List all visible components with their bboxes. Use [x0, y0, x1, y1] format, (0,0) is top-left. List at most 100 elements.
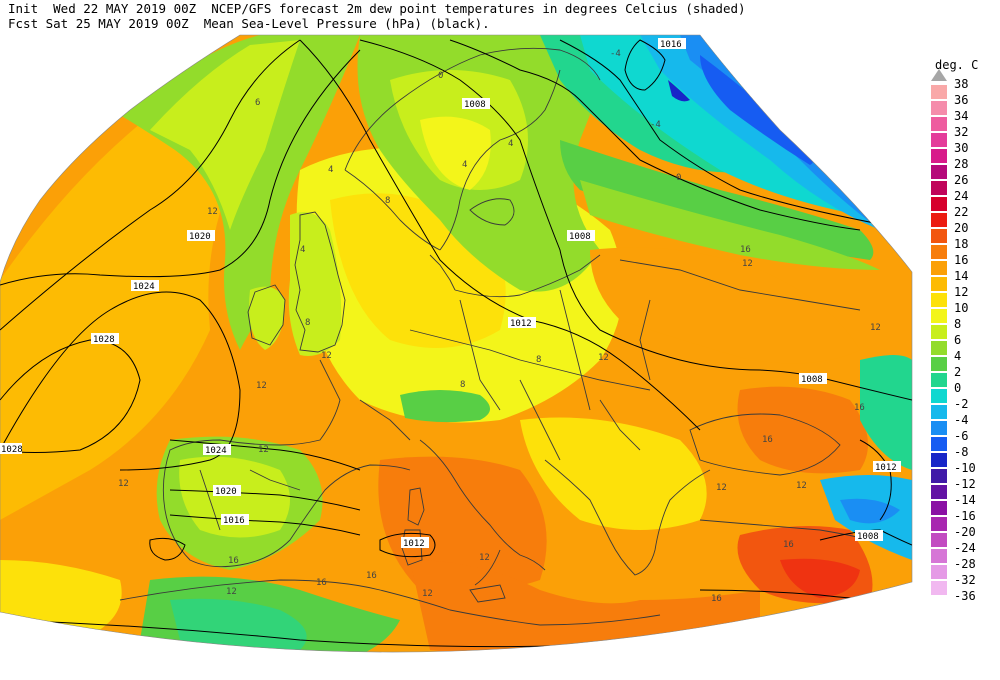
forecast-time: Fcst Sat 25 MAY 2019 00Z [8, 16, 189, 31]
isobar-label: 1016 [223, 516, 245, 526]
header-line-2: Fcst Sat 25 MAY 2019 00Z Mean Sea-Level … [8, 17, 490, 31]
colorbar-label: -28 [954, 557, 976, 571]
colorbar-label: 4 [954, 349, 962, 363]
colorbar-swatch [931, 533, 947, 547]
colorbar-label: -12 [954, 477, 976, 491]
dewpoint-label: 12 [118, 479, 129, 489]
colorbar-label: 8 [954, 317, 962, 331]
colorbar-swatch [931, 181, 947, 195]
colorbar-swatch [931, 277, 947, 291]
dewpoint-label: 16 [228, 556, 239, 566]
dewpoint-label: 4 [328, 165, 333, 175]
colorbar-swatch [931, 149, 947, 163]
dewpoint-label: 6 [255, 98, 260, 108]
colorbar-swatch [931, 373, 947, 387]
colorbar-swatch [931, 117, 947, 131]
colorbar-swatch [931, 85, 947, 99]
colorbar-swatch [931, 565, 947, 579]
dewpoint-labels: 0 4 4 4 6 8 12 12 8 12 12 12 16 16 12 12… [118, 49, 881, 604]
dewpoint-label: 8 [305, 318, 310, 328]
dewpoint-label: 4 [462, 160, 467, 170]
dewpoint-label: 12 [256, 381, 267, 391]
dewpoint-label: 12 [321, 351, 332, 361]
colorbar-label: 28 [954, 157, 969, 171]
dewpoint-label: 16 [740, 245, 751, 255]
colorbar-swatch [931, 453, 947, 467]
colorbar-label: 32 [954, 125, 969, 139]
dewpoint-label: 16 [366, 571, 377, 581]
isobar-label: 1008 [801, 375, 823, 385]
colorbar-label: 18 [954, 237, 969, 251]
colorbar-swatch [931, 549, 947, 563]
dewpoint-label: 16 [316, 578, 327, 588]
isobar-labels: 1016 1008 1008 1020 1024 1028 1028 1012 … [0, 38, 901, 549]
colorbar-swatch [931, 501, 947, 515]
colorbar-label: -24 [954, 541, 976, 555]
dewpoint-label: 12 [796, 481, 807, 491]
pressure-description: Mean Sea-Level Pressure (hPa) (black). [203, 16, 490, 31]
colorbar-label: -16 [954, 509, 976, 523]
colorbar-label: -14 [954, 493, 976, 507]
dewpoint-label: -4 [610, 49, 621, 59]
colorbar-swatch [931, 165, 947, 179]
colorbar-label: -36 [954, 589, 976, 603]
dewpoint-label: 0 [438, 71, 443, 81]
isobar-label: 1024 [205, 446, 227, 456]
colorbar-swatch [931, 421, 947, 435]
isobar-label: 1016 [660, 40, 682, 50]
colorbar-swatch [931, 517, 947, 531]
colorbar-label: -2 [954, 397, 969, 411]
dewpoint-label: 16 [762, 435, 773, 445]
dewpoint-label: 12 [598, 353, 609, 363]
init-time: Init Wed 22 MAY 2019 00Z [8, 1, 197, 16]
isobar-label: 1008 [464, 100, 486, 110]
coastlines [119, 47, 871, 626]
isobar-label: 1020 [189, 232, 211, 242]
colorbar-label: 14 [954, 269, 969, 283]
isobar-label: 1012 [403, 539, 425, 549]
colorbar-swatch [931, 293, 947, 307]
colorbar-swatch [931, 389, 947, 403]
dewpoint-label: 8 [385, 196, 390, 206]
colorbar-swatch [931, 261, 947, 275]
colorbar-label: 2 [954, 365, 962, 379]
colorbar-label: 30 [954, 141, 969, 155]
colorbar-swatch [931, 197, 947, 211]
colorbar-label: -20 [954, 525, 976, 539]
dewpoint-label: 12 [716, 483, 727, 493]
colorbar-label: 34 [954, 109, 969, 123]
colorbar-swatch [931, 309, 947, 323]
isobar-label: 1024 [133, 282, 155, 292]
colorbar-swatch [931, 341, 947, 355]
dewpoint-label: 8 [460, 380, 465, 390]
colorbar-label: 20 [954, 221, 969, 235]
colorbar-swatch [931, 357, 947, 371]
dewpoint-label: 12 [479, 553, 490, 563]
colorbar-swatch [931, 437, 947, 451]
isobar-label: 1020 [215, 487, 237, 497]
colorbar-label: 6 [954, 333, 962, 347]
dewpoint-label: 4 [300, 245, 305, 255]
dewpoint-label: 12 [226, 587, 237, 597]
header-line-1: Init Wed 22 MAY 2019 00Z NCEP/GFS foreca… [8, 2, 746, 16]
colorbar-swatch [931, 133, 947, 147]
isobar-label: 1028 [1, 445, 23, 455]
colorbar-label: 38 [954, 77, 969, 91]
dewpoint-label: 0 [676, 173, 681, 183]
colorbar-label: -32 [954, 573, 976, 587]
colorbar-label: -4 [954, 413, 969, 427]
colorbar-label: 10 [954, 301, 969, 315]
isobar-label: 1012 [875, 463, 897, 473]
dewpoint-label: 4 [508, 139, 513, 149]
colorbar-label: 12 [954, 285, 969, 299]
colorbar-label: 22 [954, 205, 969, 219]
colorbar-label: 16 [954, 253, 969, 267]
colorbar-swatch [931, 101, 947, 115]
colorbar-swatch [931, 213, 947, 227]
colorbar-label: -8 [954, 445, 969, 459]
isobar-label: 1028 [93, 335, 115, 345]
isobar-label: 1008 [569, 232, 591, 242]
colorbar-label: 36 [954, 93, 969, 107]
colorbar-swatch [931, 245, 947, 259]
